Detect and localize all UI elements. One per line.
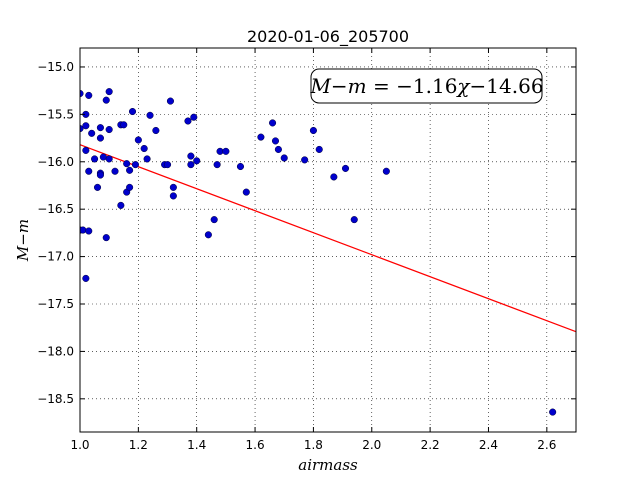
data-point [96,124,104,132]
data-point [152,126,160,135]
fit-equation-coef: −1.16 [396,74,457,98]
x-tick-label: 1.0 [70,438,89,452]
data-point [330,173,338,181]
data-point [123,160,131,168]
data-point [213,161,221,169]
data-point [93,183,102,191]
data-point [80,125,84,133]
data-point [126,183,134,191]
data-point [193,157,201,165]
data-point [301,156,309,164]
data-point [382,167,390,175]
y-tick-label: −16.0 [37,155,74,169]
y-tick-label: −18.0 [37,344,74,358]
data-point [105,125,113,134]
plot-frame [79,47,577,433]
x-tick-label: 2.4 [479,438,498,452]
data-point [131,161,139,169]
data-point [309,126,317,135]
data-point [88,129,96,137]
data-point [274,145,282,154]
fit-equation-var: χ [455,74,471,98]
data-point [140,144,148,153]
data-point [80,89,84,98]
x-tick-label: 2.0 [362,438,381,452]
data-point [236,162,245,171]
data-point [341,164,350,172]
data-point [105,88,113,96]
data-point [163,161,172,169]
data-point [169,183,177,191]
grid [79,48,576,432]
data-point [210,216,218,224]
x-tick-label: 1.4 [187,438,206,452]
data-point [280,154,288,162]
data-point [80,226,87,234]
data-point [126,166,134,174]
data-point [242,188,250,196]
data-point [82,146,90,154]
fit-equation-const: −14.66 [470,74,544,98]
data-point [315,145,323,154]
fit-equation-box-frame [310,68,543,104]
data-point [102,96,110,104]
y-tick-label: −17.0 [37,250,74,264]
fit-equation-box: M−m = −1.16χ−14.66 [309,68,544,104]
data-point [204,231,212,239]
y-tick-label: −15.0 [37,60,74,74]
fit-equation-eq: = [367,74,396,98]
x-tick-label: 1.6 [246,438,265,452]
y-tick-label: −15.5 [37,107,74,121]
data-point [146,111,154,119]
data-point [549,408,557,416]
data-point [271,137,280,145]
data-point [134,136,142,144]
data-point [128,107,137,116]
y-tick-label: −16.5 [37,202,74,216]
data-point [85,167,93,175]
fit-equation-lhs: M−m [309,74,366,98]
data-point [102,234,110,242]
axis-ticks: 1.0 1.2 1.4 1.6 1.8 2.0 2.2 2.4 2.6 −15.0 −15.5 −16… [37,48,576,452]
data-point [257,133,265,141]
data-point [96,171,104,179]
data-point [85,227,93,235]
x-tick-label: 2.2 [421,438,440,452]
data-point [91,155,99,163]
y-tick-label: −18.5 [37,392,74,406]
data-point [350,216,358,224]
y-axis-label: M−m [14,219,32,262]
fit-equation-label: M−m = −1.16χ−14.66 [309,74,543,98]
chart-title: 2020-01-06_205700 [247,27,409,47]
x-tick-label: 1.8 [304,438,323,452]
x-tick-label: 2.6 [537,438,556,452]
data-point [190,113,198,121]
data-point [143,155,151,163]
data-point [82,122,90,130]
y-tick-label: −17.5 [37,297,74,311]
data-point [184,117,192,125]
data-point [187,161,195,169]
data-point [117,201,125,209]
data-point [222,147,230,155]
data-point [82,274,90,282]
data-point [120,121,128,129]
x-tick-label: 1.2 [129,438,148,452]
fit-line [79,144,577,333]
data-points [80,88,557,416]
data-point [96,134,104,142]
data-point [111,167,119,175]
data-point [166,97,174,105]
data-point [169,192,177,200]
fit-line-group [79,144,577,333]
x-axis-label: airmass [298,456,358,474]
data-point [187,152,195,160]
data-point [269,119,277,127]
data-point [85,91,93,99]
data-point [105,155,113,163]
